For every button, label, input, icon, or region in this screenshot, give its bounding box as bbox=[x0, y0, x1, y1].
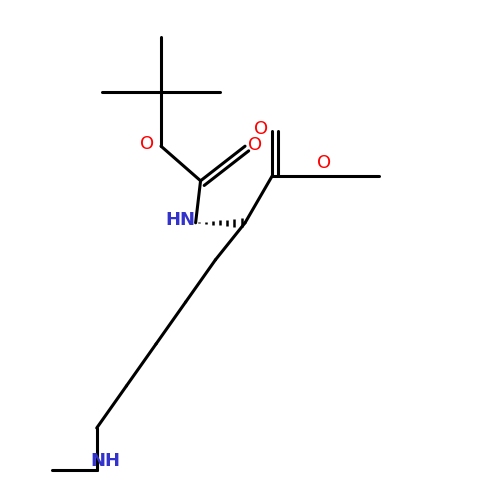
Text: O: O bbox=[248, 136, 262, 154]
Text: O: O bbox=[317, 154, 331, 172]
Text: O: O bbox=[254, 120, 268, 138]
Text: NH: NH bbox=[90, 452, 120, 470]
Text: HN: HN bbox=[166, 212, 196, 230]
Text: O: O bbox=[140, 134, 154, 152]
